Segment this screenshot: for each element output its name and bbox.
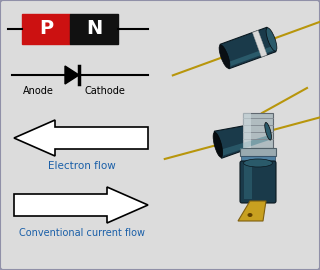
Bar: [244, 165, 252, 199]
Polygon shape: [14, 187, 148, 223]
Bar: [70, 14, 118, 44]
Polygon shape: [227, 46, 275, 67]
Text: Anode: Anode: [23, 86, 53, 96]
Polygon shape: [214, 122, 271, 158]
Polygon shape: [65, 66, 79, 84]
Polygon shape: [252, 31, 267, 57]
Bar: [22, 14, 70, 44]
Text: Electron flow: Electron flow: [48, 161, 116, 171]
Ellipse shape: [247, 213, 252, 217]
Ellipse shape: [219, 45, 230, 68]
Polygon shape: [219, 135, 270, 156]
Ellipse shape: [265, 123, 271, 140]
Polygon shape: [14, 120, 148, 156]
Polygon shape: [220, 27, 276, 69]
Polygon shape: [238, 201, 266, 221]
Bar: [243, 113, 251, 148]
Text: Conventional current flow: Conventional current flow: [19, 228, 145, 238]
Text: N: N: [86, 19, 102, 39]
Bar: [241, 156, 275, 163]
FancyBboxPatch shape: [240, 161, 276, 203]
Bar: [243, 113, 273, 148]
Text: Cathode: Cathode: [84, 86, 125, 96]
Ellipse shape: [266, 28, 277, 51]
Text: P: P: [39, 19, 53, 39]
Bar: [240, 148, 276, 156]
Ellipse shape: [213, 132, 223, 157]
Ellipse shape: [244, 159, 272, 167]
